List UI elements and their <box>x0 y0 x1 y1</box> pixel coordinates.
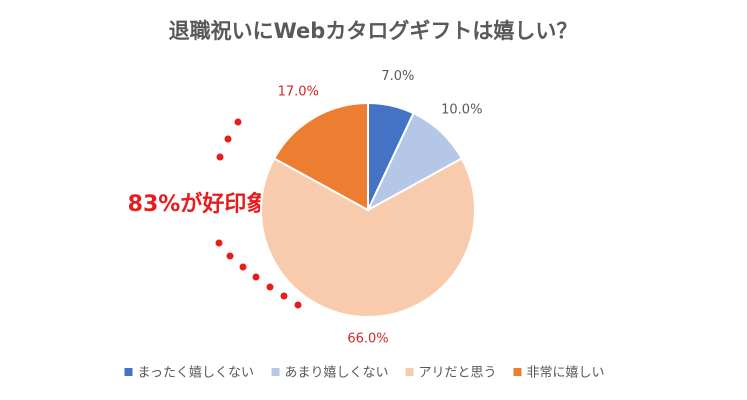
legend-marker <box>513 368 522 376</box>
dotted-arc <box>215 118 302 309</box>
legend-marker <box>405 368 414 376</box>
legend-label: あまり嬉しくない <box>285 366 389 381</box>
annotation: 83%が好印象 <box>128 191 269 217</box>
chart-title: 退職祝いにWebカタログギフトは嬉しい？ <box>169 19 578 43</box>
data-label: 10.0% <box>441 103 482 118</box>
data-label: 17.0% <box>278 85 319 100</box>
data-label: 7.0% <box>381 69 414 84</box>
legend-marker <box>124 368 133 376</box>
data-label: 66.0% <box>347 332 388 347</box>
legend-label: アリだと思う <box>419 366 497 381</box>
pie-slice <box>272 101 369 212</box>
pie-slice <box>260 157 476 318</box>
legend-label: まったく嬉しくない <box>138 366 254 381</box>
legend-marker <box>271 368 280 376</box>
legend-label: 非常に嬉しい <box>527 366 605 381</box>
